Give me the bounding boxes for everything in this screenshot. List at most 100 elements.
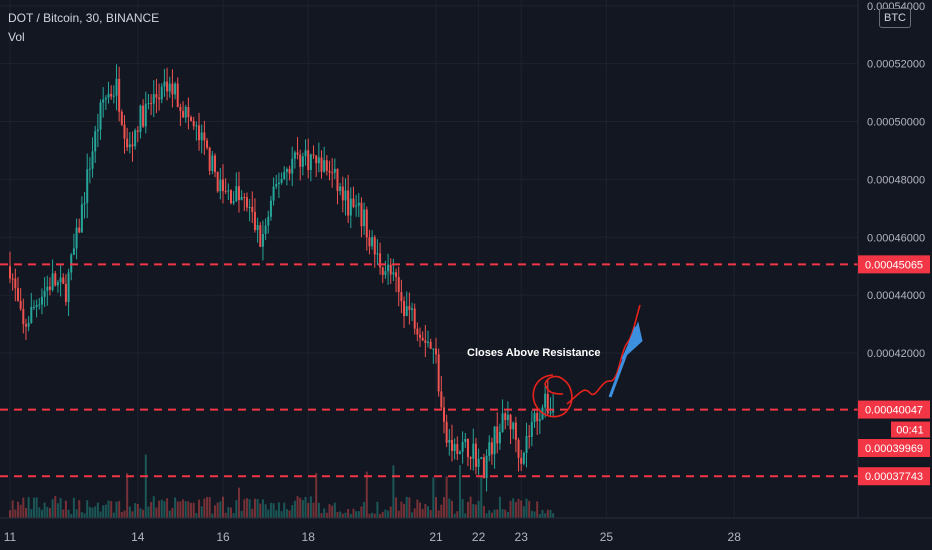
time-tick-label: 16 xyxy=(216,530,230,544)
symbol-title[interactable]: DOT / Bitcoin, 30, BINANCE xyxy=(8,11,160,25)
candle-body xyxy=(211,155,214,171)
volume-bar xyxy=(272,503,275,518)
volume-bar xyxy=(229,507,232,518)
volume-bar xyxy=(291,505,294,518)
candle-body xyxy=(214,155,217,173)
candle-body xyxy=(134,130,137,147)
candle-body xyxy=(78,227,81,233)
candle-body xyxy=(317,157,320,164)
countdown-text: 00:41 xyxy=(896,425,924,437)
volume-indicator-label[interactable]: Vol xyxy=(8,30,25,44)
candle-body xyxy=(435,348,437,355)
candle-body xyxy=(544,393,547,408)
volume-bar xyxy=(498,496,501,518)
candle-body xyxy=(272,186,275,201)
volume-bar xyxy=(35,497,38,518)
candle-body xyxy=(14,278,17,289)
volume-bar xyxy=(99,511,102,518)
volume-bar xyxy=(171,507,174,518)
volume-bar xyxy=(126,473,129,518)
candle-body xyxy=(256,225,259,231)
candle-body xyxy=(40,296,43,305)
volume-bar xyxy=(54,496,57,518)
candle-body xyxy=(224,191,227,193)
volume-bar xyxy=(419,502,422,518)
candle-body xyxy=(387,264,390,272)
volume-bar xyxy=(546,509,549,518)
volume-bar xyxy=(445,476,448,518)
volume-bar xyxy=(480,475,483,518)
level-label-text: 0.00037743 xyxy=(865,471,923,483)
volume-bar xyxy=(283,502,286,518)
candle-body xyxy=(54,273,57,286)
candle-body xyxy=(493,426,496,455)
candle-body xyxy=(371,237,374,247)
volume-bar xyxy=(160,499,163,518)
candle-body xyxy=(546,393,549,414)
volume-bar xyxy=(296,496,299,518)
candle-body xyxy=(174,83,177,95)
candle-body xyxy=(83,202,86,205)
volume-bar xyxy=(536,501,539,518)
volume-bar xyxy=(429,510,432,518)
candle-body xyxy=(72,248,75,255)
candle-body xyxy=(248,206,251,208)
volume-bar xyxy=(533,511,536,518)
volume-bar xyxy=(144,454,147,518)
volume-bar xyxy=(280,511,283,518)
candle-body xyxy=(325,160,328,171)
candle-body xyxy=(379,253,382,268)
volume-bar xyxy=(427,506,430,518)
candle-body xyxy=(22,308,25,325)
volume-bar xyxy=(59,498,62,518)
candle-body xyxy=(339,186,342,191)
time-axis[interactable]: 11 14 16 18 21 22 23 25 28 xyxy=(4,530,741,544)
last-price-box xyxy=(858,439,930,457)
volume-bar xyxy=(512,498,515,518)
time-tick-label: 11 xyxy=(4,530,17,544)
volume-bar xyxy=(128,506,131,518)
currency-unit-badge[interactable]: BTC xyxy=(879,8,911,28)
annotations: Closes Above Resistance xyxy=(467,304,643,418)
candle-body xyxy=(411,308,414,310)
time-tick-label: 22 xyxy=(472,530,486,544)
volume-bar xyxy=(88,506,91,518)
volume-bar xyxy=(67,509,70,518)
volume-bar xyxy=(317,502,320,518)
candle-body xyxy=(312,154,315,156)
volume-bar xyxy=(269,502,272,518)
volume-bar xyxy=(389,506,392,518)
candle-body xyxy=(203,132,206,141)
price-axis[interactable]: 0.00042000 0.00044000 0.00046000 0.00048000… xyxy=(867,1,925,360)
candle-body xyxy=(456,444,459,454)
volume-bar xyxy=(222,496,224,518)
volume-bar xyxy=(379,513,382,518)
candle-body xyxy=(307,150,310,171)
volume-bar xyxy=(94,506,97,518)
volume-bar xyxy=(530,510,533,518)
volume-bar xyxy=(466,501,469,518)
volume-bar xyxy=(552,513,555,518)
candle-body xyxy=(461,441,464,452)
candle-body xyxy=(293,152,296,159)
candle-body xyxy=(32,306,35,308)
candle-body xyxy=(533,413,536,422)
candle-body xyxy=(552,409,555,413)
candle-body xyxy=(405,306,408,317)
volume-bar xyxy=(62,509,65,518)
candle-body xyxy=(48,286,51,290)
volume-bar xyxy=(424,503,427,518)
volume-bar xyxy=(115,501,118,518)
volume-bar xyxy=(490,512,493,518)
candle-body xyxy=(190,117,193,121)
volume-bar xyxy=(450,500,453,518)
candle-body xyxy=(432,348,435,350)
candlestick-series xyxy=(9,64,555,492)
candle-body xyxy=(352,198,355,207)
volume-bar xyxy=(506,511,509,518)
volume-bar xyxy=(120,512,123,518)
volume-bar xyxy=(83,513,86,518)
volume-bar xyxy=(48,508,51,518)
volume-bar xyxy=(341,513,344,518)
